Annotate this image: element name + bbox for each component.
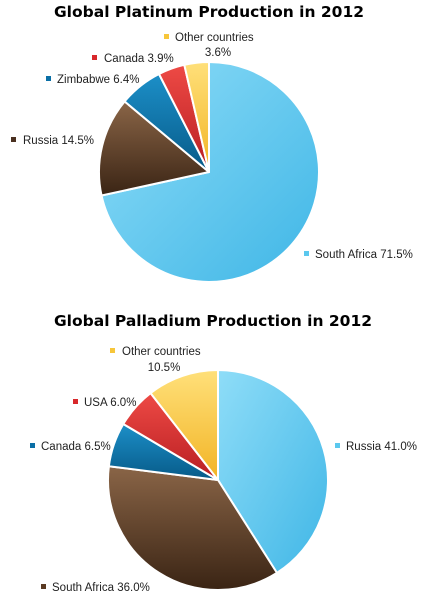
- legend-item-other: Other countries 10.5%: [110, 346, 201, 374]
- legend-marker: [46, 76, 51, 81]
- legend-marker: [110, 348, 115, 353]
- pie-slice-russia: [98, 100, 210, 197]
- pie-slice-other-countries: [183, 61, 210, 173]
- slice-label: Zimbabwe 6.4%: [57, 74, 139, 86]
- slice-label: Canada 6.5%: [41, 441, 111, 453]
- legend-marker: [164, 34, 169, 39]
- slice-label: USA 6.0%: [84, 397, 136, 409]
- legend-item-canada: Canada 3.9%: [92, 53, 174, 65]
- slice-label-value: 3.6%: [205, 47, 231, 59]
- slice-label: Other countries: [122, 346, 201, 358]
- slice-label: South Africa 36.0%: [52, 582, 150, 594]
- slice-label: Russia 41.0%: [346, 441, 417, 453]
- legend-marker: [335, 443, 340, 448]
- slice-label: South Africa 71.5%: [315, 249, 413, 261]
- legend-item-south-africa: South Africa 71.5%: [304, 249, 413, 261]
- legend-item-other: Other countries 3.6%: [164, 32, 254, 59]
- legend-marker: [41, 584, 46, 589]
- legend-item-zimbabwe: Zimbabwe 6.4%: [46, 74, 139, 86]
- legend-marker: [73, 399, 78, 404]
- slice-label: Other countries: [175, 32, 254, 44]
- slice-label: Russia 14.5%: [23, 135, 94, 147]
- legend-marker: [30, 443, 35, 448]
- pie-slices: [98, 61, 320, 283]
- platinum-chart: Global Platinum Production in 2012 South…: [11, 3, 413, 283]
- legend-marker: [304, 251, 309, 256]
- slice-label-value: 10.5%: [148, 362, 181, 374]
- chart-title: Global Palladium Production in 2012: [54, 312, 372, 330]
- legend-item-russia: Russia 14.5%: [11, 135, 94, 147]
- legend-item-russia: Russia 41.0%: [335, 441, 417, 453]
- pie-slice-south-africa: [107, 465, 278, 591]
- slice-label: Canada 3.9%: [104, 53, 174, 65]
- legend-item-south-africa: South Africa 36.0%: [41, 582, 150, 594]
- legend-marker: [92, 55, 97, 60]
- chart-title: Global Platinum Production in 2012: [54, 3, 364, 21]
- palladium-chart: Global Palladium Production in 2012 Russ…: [30, 312, 417, 594]
- pie-slice-other-countries: [149, 369, 219, 481]
- legend-item-canada: Canada 6.5%: [30, 441, 111, 453]
- legend-item-usa: USA 6.0%: [73, 397, 136, 409]
- pie-slices: [107, 369, 329, 591]
- legend-marker: [11, 137, 16, 142]
- pie-slice-south-africa: [100, 61, 320, 283]
